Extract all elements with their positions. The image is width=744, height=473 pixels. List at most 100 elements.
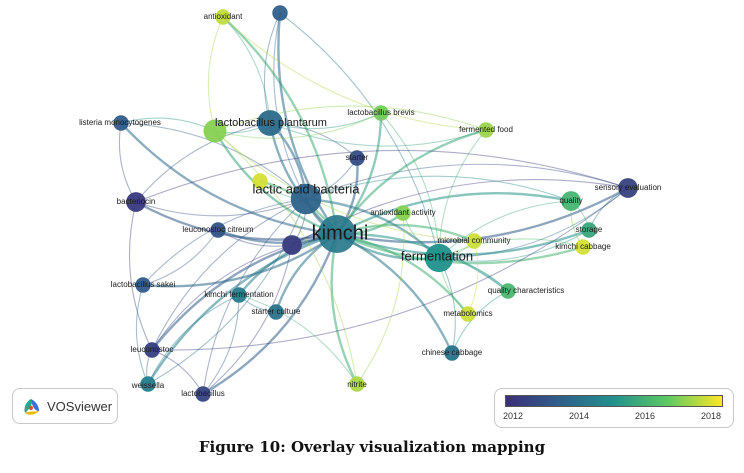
edge-kimchi-chinese_cabbage — [336, 232, 454, 354]
label-fermented_food: fermented food — [459, 125, 513, 134]
edge-lactic_acid_bacteria-bacteriocin — [135, 198, 307, 217]
node-nitrite[interactable] — [349, 376, 365, 392]
node-sensory_evaluation[interactable] — [618, 178, 638, 198]
edge-fermentation-quality — [438, 200, 572, 259]
label-lactobacillus_plantarum: lactobacillus plantarum — [215, 117, 327, 129]
edge-kimchi-lactobacillus — [202, 233, 339, 396]
node-kimchi_fermentation[interactable] — [231, 287, 247, 303]
node-starter[interactable] — [349, 150, 365, 166]
node-kimchi_cabbage[interactable] — [575, 239, 591, 255]
node-kimchi[interactable] — [318, 215, 356, 253]
edge-lactobacillus_plantarum-bacteriocin — [135, 122, 271, 203]
edge-lactic_acid_bacteria-lactobacillus — [202, 198, 307, 395]
node-listeria_monocytogenes[interactable] — [113, 115, 129, 131]
legend-tick-2014: 2014 — [568, 411, 590, 421]
label-quality_characteristics: quality characteristics — [488, 286, 564, 295]
edge-bacteriocin-sensory_evaluation — [135, 149, 629, 203]
color-scale-bar — [505, 395, 723, 407]
edge-lactic_acid_bacteria-fermentation — [305, 197, 440, 259]
edge-lactic_acid_bacteria-unlabeled_top — [273, 12, 307, 200]
node-leuconostoc[interactable] — [144, 342, 160, 358]
edge-lactic_acid_bacteria-weissella — [147, 198, 307, 385]
edge-unlabeled_lime-antioxidant — [207, 16, 224, 132]
label-starter_culture: starter culture — [252, 307, 301, 316]
label-leuconostoc: leuconostoc — [131, 345, 174, 354]
label-quality: quality — [559, 196, 582, 205]
vosviewer-logo-text: VOSviewer — [47, 398, 113, 414]
edge-lactic_acid_bacteria-listeria_monocytogenes — [120, 122, 307, 200]
edge-kimchi-fermented_food — [336, 128, 487, 235]
edge-kimchi-unlabeled_lime — [213, 130, 338, 236]
node-chinese_cabbage[interactable] — [444, 345, 460, 361]
node-unlabeled_lime[interactable] — [203, 119, 227, 143]
edge-lactic_acid_bacteria-leuconostoc — [151, 198, 307, 351]
label-lactobacillus_sakei: lactobacillus sakei — [111, 280, 176, 289]
node-antioxidant_activity[interactable] — [395, 205, 411, 221]
label-leuconostoc_citreum: leuconostoc citreum — [182, 225, 253, 234]
edge-weissella-kimchi_fermentation — [147, 294, 240, 385]
nodes-layer — [113, 5, 638, 402]
node-quality_characteristics[interactable] — [500, 283, 516, 299]
edge-weissella-lactobacillus_sakei — [135, 284, 149, 385]
edge-lactobacillus-kimchi_fermentation — [202, 294, 240, 395]
node-lactobacillus[interactable] — [195, 386, 211, 402]
vosviewer-logo: VOSviewer — [12, 388, 118, 424]
edge-fermentation-lactobacillus_brevis — [380, 112, 440, 259]
node-weissella[interactable] — [140, 376, 156, 392]
edge-leuconostoc-unlabeled_purple — [151, 244, 293, 351]
label-kimchi_cabbage: kimchi cabbage — [555, 242, 611, 251]
edge-chinese_cabbage-quality_characteristics — [451, 290, 509, 354]
node-starter_culture[interactable] — [268, 304, 284, 320]
edge-fermentation-storage — [438, 229, 590, 262]
label-antioxidant_activity: antioxidant activity — [370, 208, 435, 217]
edge-nitrite-antioxidant_activity — [356, 212, 405, 385]
node-lactic_acid_bacteria[interactable] — [290, 183, 322, 215]
edge-bacteriocin-leuconostoc — [128, 201, 153, 351]
edge-unlabeled_lime-microbial_community — [214, 130, 475, 242]
node-microbial_community[interactable] — [466, 233, 482, 249]
edge-unlabeled_lime-fermented_food — [214, 105, 487, 132]
label-lactobacillus: lactobacillus — [181, 389, 225, 398]
node-metabolomics[interactable] — [460, 306, 476, 322]
edge-fermentation-sensory_evaluation — [438, 187, 629, 259]
legend-tick-2018: 2018 — [700, 411, 722, 421]
node-fermentation[interactable] — [424, 243, 454, 273]
label-nitrite: nitrite — [347, 380, 367, 389]
node-bacteriocin[interactable] — [126, 192, 146, 212]
node-fermented_food[interactable] — [478, 122, 494, 138]
node-unlabeled_yellow[interactable] — [252, 173, 268, 189]
label-sensory_evaluation: sensory evaluation — [595, 183, 662, 192]
edge-unlabeled_lime-lactobacillus_brevis — [214, 112, 382, 139]
year-color-legend: 2012 2014 2016 2018 — [494, 388, 734, 428]
node-leuconostoc_citreum[interactable] — [210, 222, 226, 238]
edge-unlabeled_top-fermentation — [279, 12, 440, 259]
edge-kimchi-listeria_monocytogenes — [120, 122, 338, 236]
node-quality[interactable] — [561, 191, 581, 211]
edge-antioxidant-fermented_food — [222, 16, 487, 131]
label-chinese_cabbage: chinese cabbage — [422, 348, 483, 357]
edge-lactobacillus_plantarum-fermented_food — [269, 122, 487, 147]
edge-kimchi-unlabeled_top — [277, 12, 338, 235]
label-bacteriocin: bacteriocin — [117, 197, 156, 206]
edge-kimchi_fermentation-nitrite — [238, 294, 358, 385]
edge-lactobacillus-unlabeled_purple — [202, 244, 293, 395]
legend-tick-2012: 2012 — [502, 411, 524, 421]
label-listeria_monocytogenes: listeria monocytogenes — [79, 118, 161, 127]
edge-leuconostoc-sensory_evaluation — [151, 187, 629, 351]
edge-fermentation-kimchi_cabbage — [438, 238, 584, 259]
legend-tick-2016: 2016 — [634, 411, 656, 421]
node-unlabeled_top[interactable] — [272, 5, 288, 21]
node-unlabeled_purple[interactable] — [282, 235, 302, 255]
node-lactobacillus_sakei[interactable] — [135, 277, 151, 293]
node-lactobacillus_plantarum[interactable] — [257, 110, 283, 136]
node-storage[interactable] — [581, 222, 597, 238]
label-kimchi: kimchi — [312, 222, 369, 244]
node-lactobacillus_brevis[interactable] — [373, 105, 389, 121]
edge-fermentation-fermented_food — [438, 129, 487, 259]
node-antioxidant[interactable] — [215, 9, 231, 25]
labels-layer: kimchi lactic acid bacteria fermentation la… — [79, 12, 661, 398]
edge-kimchi-quality — [336, 192, 572, 236]
edge-kimchi-weissella — [146, 232, 338, 385]
edge-kimchi-kimchi_cabbage — [336, 232, 584, 265]
label-starter: starter — [346, 153, 369, 162]
